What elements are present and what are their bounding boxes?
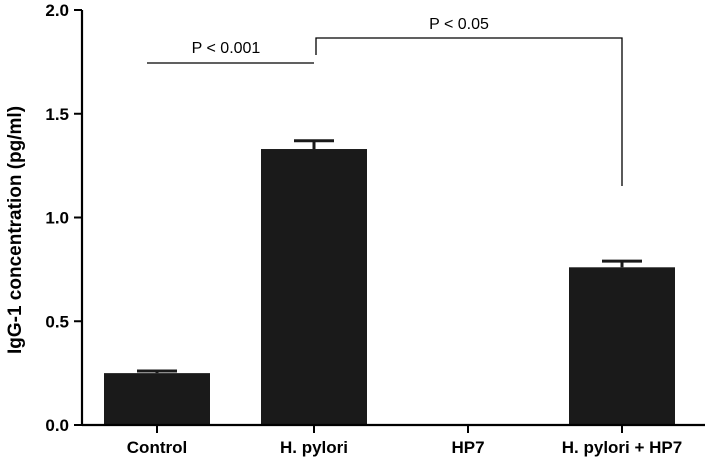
y-tick-label: 1.0 (45, 209, 69, 228)
x-ticks: Control H. pylori HP7 H. pylori + HP7 (127, 425, 682, 457)
p-value-label-2: P < 0.05 (429, 16, 489, 33)
x-tick-label: H. pylori + HP7 (562, 438, 682, 457)
x-tick-label: Control (127, 438, 187, 457)
significance-annotations: P < 0.001 P < 0.05 (147, 16, 623, 186)
y-tick-label: 0.0 (45, 416, 69, 435)
error-bars-layer (137, 139, 642, 374)
y-ticks: 0.0 0.5 1.0 1.5 2.0 (45, 1, 82, 435)
p-value-label-1: P < 0.001 (192, 40, 261, 57)
bar-0 (104, 373, 210, 425)
bar-3 (569, 267, 675, 425)
bars-layer (104, 149, 675, 425)
bar-1 (261, 149, 367, 425)
y-tick-label: 0.5 (45, 312, 69, 331)
y-axis-title: IgG-1 concentration (pg/ml) (5, 106, 26, 354)
x-tick-label: HP7 (451, 438, 484, 457)
significance-bracket-2 (315, 37, 623, 186)
x-tick-label: H. pylori (280, 438, 348, 457)
y-tick-label: 1.5 (45, 105, 69, 124)
y-tick-label: 2.0 (45, 1, 69, 20)
